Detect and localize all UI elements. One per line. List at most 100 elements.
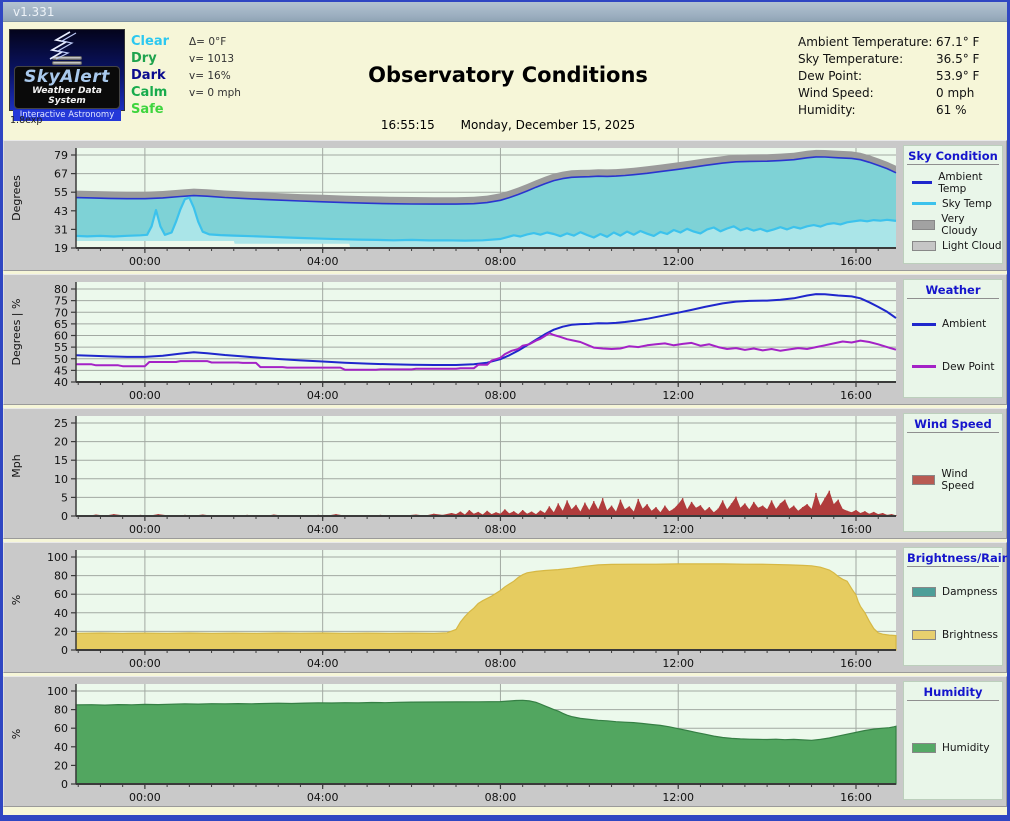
legend-label: Dampness bbox=[942, 586, 998, 599]
svg-text:67: 67 bbox=[54, 168, 68, 181]
legend-box-swatch bbox=[912, 474, 936, 485]
version-note: 1.8exp bbox=[10, 115, 43, 126]
svg-text:80: 80 bbox=[54, 704, 68, 717]
series-brightness-area bbox=[75, 563, 897, 651]
current-date: Monday, December 15, 2025 bbox=[460, 118, 636, 132]
svg-text:04:00: 04:00 bbox=[307, 523, 339, 536]
legend-line-swatch bbox=[912, 365, 936, 369]
svg-text:16:00: 16:00 bbox=[840, 523, 872, 536]
legend-item-dampness: Dampness bbox=[912, 586, 1002, 598]
legend-item-sky-temp: Sky Temp bbox=[912, 198, 1002, 210]
logo-bars-icon bbox=[52, 56, 82, 65]
svg-text:04:00: 04:00 bbox=[307, 255, 339, 268]
svg-text:80: 80 bbox=[54, 570, 68, 583]
reading-wind-speed: Wind Speed: 0 mph bbox=[798, 85, 975, 100]
series-ambient-line bbox=[75, 293, 897, 366]
svg-text:100: 100 bbox=[47, 551, 68, 564]
legend-line-swatch bbox=[912, 322, 936, 326]
legend-item-brightness: Brightness bbox=[912, 629, 1002, 641]
series-humidity-area bbox=[75, 699, 897, 785]
window-title: v1.331 bbox=[13, 4, 55, 19]
legend-item-ambient: Ambient bbox=[912, 318, 1002, 330]
svg-text:0: 0 bbox=[61, 778, 68, 791]
svg-text:04:00: 04:00 bbox=[307, 657, 339, 670]
current-readings: Ambient Temperature: 67.1° F Sky Tempera… bbox=[798, 33, 998, 118]
legend-sky-condition: Sky Condition Ambient Temp Sky Temp Very Cl… bbox=[903, 145, 1003, 264]
svg-text:75: 75 bbox=[54, 295, 68, 308]
svg-text:0: 0 bbox=[61, 510, 68, 523]
svg-text:00:00: 00:00 bbox=[129, 255, 161, 268]
svg-text:50: 50 bbox=[54, 353, 68, 366]
svg-text:08:00: 08:00 bbox=[485, 657, 517, 670]
datetime-row: 16:55:15 Monday, December 15, 2025 bbox=[243, 118, 773, 132]
status-row-clear: Clear Δ= 0°F bbox=[131, 33, 301, 50]
svg-text:60: 60 bbox=[54, 722, 68, 735]
svg-text:00:00: 00:00 bbox=[129, 389, 161, 402]
status-row-calm: Calm v= 0 mph bbox=[131, 84, 301, 101]
legend-label: Light Cloud bbox=[942, 240, 1002, 253]
svg-text:43: 43 bbox=[54, 205, 68, 218]
legend-box-swatch bbox=[912, 220, 936, 231]
status-row-dark: Dark v= 16% bbox=[131, 67, 301, 84]
svg-text:55: 55 bbox=[54, 186, 68, 199]
svg-text:00:00: 00:00 bbox=[129, 791, 161, 804]
svg-text:10: 10 bbox=[54, 473, 68, 486]
svg-text:15: 15 bbox=[54, 454, 68, 467]
svg-text:5: 5 bbox=[61, 491, 68, 504]
status-label: Clear bbox=[131, 34, 169, 49]
legend-label: Dew Point bbox=[942, 360, 995, 373]
legend-label: Ambient Temp bbox=[938, 170, 983, 195]
svg-text:40: 40 bbox=[54, 376, 68, 389]
svg-text:12:00: 12:00 bbox=[662, 255, 694, 268]
svg-text:55: 55 bbox=[54, 341, 68, 354]
svg-text:08:00: 08:00 bbox=[485, 791, 517, 804]
chart-panel-wind-speed: 0 5 10 15 20 25 00:00 04:00 08:00 12:00 16:00 Mph Wi… bbox=[3, 408, 1007, 539]
status-label: Dark bbox=[131, 68, 166, 83]
legend-label: Very Cloudy bbox=[941, 213, 978, 238]
page-title: Observatory Conditions bbox=[368, 63, 648, 87]
legend-weather: Weather Ambient Dew Point bbox=[903, 279, 1003, 398]
legend-line-swatch bbox=[912, 202, 936, 206]
svg-text:04:00: 04:00 bbox=[307, 791, 339, 804]
series-ambient-line bbox=[75, 156, 897, 205]
svg-text:20: 20 bbox=[54, 759, 68, 772]
svg-text:12:00: 12:00 bbox=[662, 523, 694, 536]
svg-text:12:00: 12:00 bbox=[662, 791, 694, 804]
reading-humidity: Humidity: 61 % bbox=[798, 102, 967, 117]
y-axis-label: Mph bbox=[10, 454, 23, 477]
legend-wind-speed: Wind Speed Wind Speed bbox=[903, 413, 1003, 532]
chart-panel-sky-condition: 19 31 43 55 67 79 00:00 04:00 08:00 12:00 16:00 Deg… bbox=[3, 140, 1007, 271]
svg-text:65: 65 bbox=[54, 318, 68, 331]
svg-text:60: 60 bbox=[54, 588, 68, 601]
skyalert-logo: SkyAlert Weather Data System Interactive… bbox=[9, 29, 125, 121]
status-row-dry: Dry v= 1013 bbox=[131, 50, 301, 67]
svg-text:60: 60 bbox=[54, 330, 68, 343]
reading-sky-temperature: Sky Temperature: 36.5° F bbox=[798, 51, 980, 66]
legend-title: Weather bbox=[907, 283, 999, 299]
svg-text:08:00: 08:00 bbox=[485, 523, 517, 536]
legend-item-ambient-temp: Ambient Temp bbox=[912, 171, 1002, 195]
series-dewpoint-line bbox=[76, 332, 897, 371]
chart-sky-condition: 19 31 43 55 67 79 00:00 04:00 08:00 12:00 16:00 Deg… bbox=[10, 148, 897, 268]
svg-text:31: 31 bbox=[54, 223, 68, 236]
legend-item-wind-speed: Wind Speed bbox=[912, 468, 1002, 492]
legend-title: Sky Condition bbox=[907, 149, 999, 165]
logo-tagline: Interactive Astronomy bbox=[19, 110, 115, 120]
y-axis-label: Degrees | % bbox=[10, 299, 23, 366]
legend-box-swatch bbox=[912, 241, 936, 252]
svg-text:12:00: 12:00 bbox=[662, 657, 694, 670]
svg-text:16:00: 16:00 bbox=[840, 255, 872, 268]
series-cloud-band bbox=[76, 149, 896, 205]
status-label: Safe bbox=[131, 102, 164, 117]
status-label: Dry bbox=[131, 51, 157, 66]
svg-text:16:00: 16:00 bbox=[840, 791, 872, 804]
status-value: v= 0 mph bbox=[189, 86, 241, 99]
svg-text:00:00: 00:00 bbox=[129, 523, 161, 536]
legend-label: Sky Temp bbox=[942, 197, 992, 210]
svg-text:12:00: 12:00 bbox=[662, 389, 694, 402]
series-sky-under-fill bbox=[76, 197, 896, 248]
status-value: Δ= 0°F bbox=[189, 35, 227, 48]
status-column: Clear Δ= 0°F Dry v= 1013 Dark v= 16% Cal… bbox=[131, 33, 301, 118]
legend-box-swatch bbox=[912, 587, 936, 598]
svg-text:08:00: 08:00 bbox=[485, 389, 517, 402]
